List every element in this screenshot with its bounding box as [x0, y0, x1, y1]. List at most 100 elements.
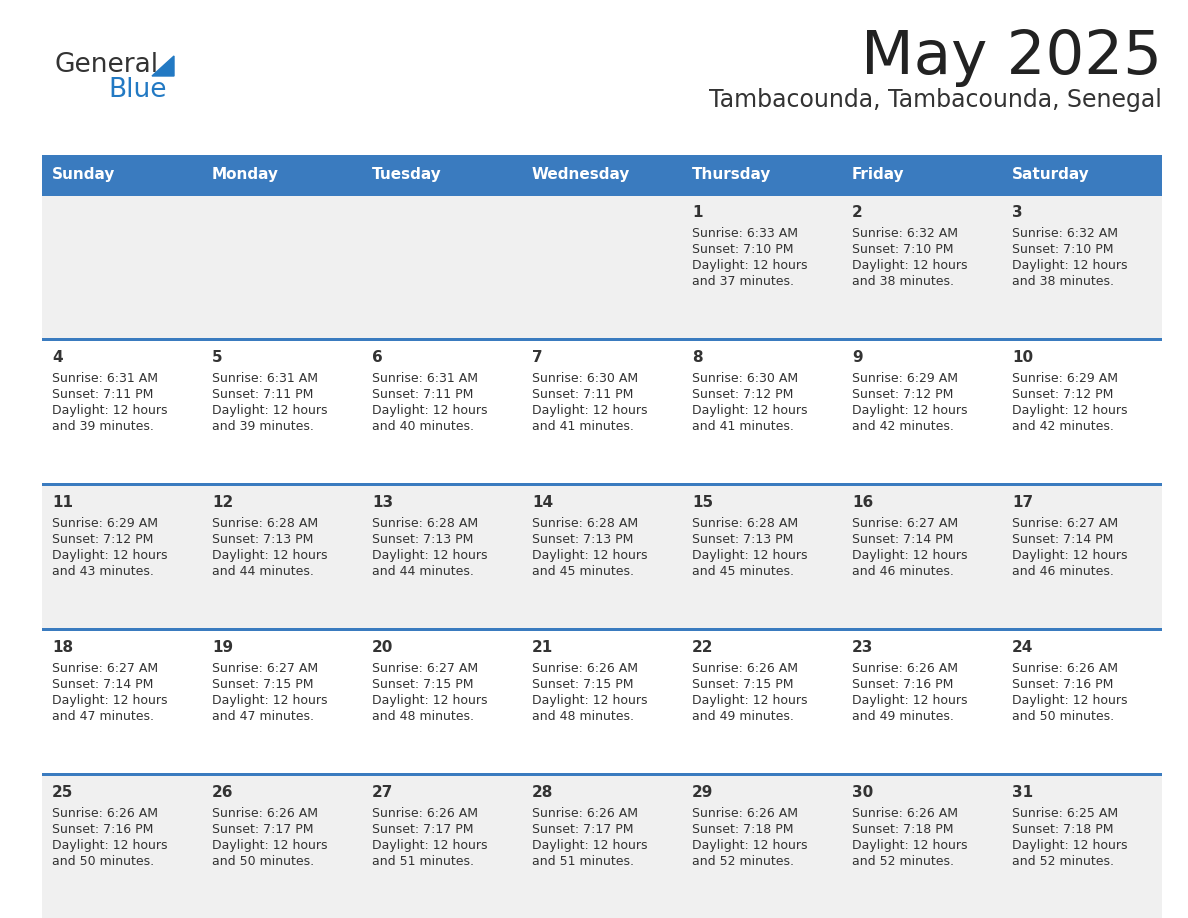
Text: Blue: Blue — [108, 77, 166, 103]
Text: Sunrise: 6:32 AM: Sunrise: 6:32 AM — [852, 227, 958, 240]
Text: 5: 5 — [211, 350, 222, 365]
Text: 28: 28 — [532, 785, 554, 800]
Text: Daylight: 12 hours: Daylight: 12 hours — [52, 404, 168, 417]
Text: and 49 minutes.: and 49 minutes. — [691, 710, 794, 723]
Text: Daylight: 12 hours: Daylight: 12 hours — [691, 259, 808, 272]
Text: and 39 minutes.: and 39 minutes. — [211, 420, 314, 433]
Text: Sunrise: 6:26 AM: Sunrise: 6:26 AM — [372, 807, 478, 820]
Bar — [42, 776, 202, 918]
Text: and 41 minutes.: and 41 minutes. — [532, 420, 634, 433]
Text: Monday: Monday — [211, 166, 279, 182]
Bar — [42, 773, 1162, 776]
Bar — [1001, 341, 1162, 483]
Text: Sunrise: 6:26 AM: Sunrise: 6:26 AM — [1012, 662, 1118, 675]
Text: Daylight: 12 hours: Daylight: 12 hours — [1012, 549, 1127, 562]
Text: Daylight: 12 hours: Daylight: 12 hours — [691, 694, 808, 707]
Text: 30: 30 — [852, 785, 873, 800]
Bar — [842, 155, 1001, 193]
Bar — [682, 631, 842, 773]
Text: 15: 15 — [691, 495, 713, 510]
Text: and 43 minutes.: and 43 minutes. — [52, 565, 154, 578]
Text: Sunrise: 6:27 AM: Sunrise: 6:27 AM — [852, 517, 959, 530]
Text: Sunrise: 6:28 AM: Sunrise: 6:28 AM — [532, 517, 638, 530]
Text: Daylight: 12 hours: Daylight: 12 hours — [211, 694, 328, 707]
Text: Sunset: 7:10 PM: Sunset: 7:10 PM — [852, 243, 954, 256]
Text: 26: 26 — [211, 785, 234, 800]
Text: and 39 minutes.: and 39 minutes. — [52, 420, 154, 433]
Text: Sunrise: 6:26 AM: Sunrise: 6:26 AM — [532, 662, 638, 675]
Text: Sunset: 7:12 PM: Sunset: 7:12 PM — [1012, 388, 1113, 401]
Text: Daylight: 12 hours: Daylight: 12 hours — [532, 694, 647, 707]
Bar — [682, 486, 842, 628]
Text: Sunset: 7:10 PM: Sunset: 7:10 PM — [691, 243, 794, 256]
Text: 13: 13 — [372, 495, 393, 510]
Text: and 48 minutes.: and 48 minutes. — [372, 710, 474, 723]
Bar — [202, 631, 362, 773]
Text: Daylight: 12 hours: Daylight: 12 hours — [691, 404, 808, 417]
Text: Daylight: 12 hours: Daylight: 12 hours — [532, 549, 647, 562]
Bar — [522, 776, 682, 918]
Text: Sunrise: 6:30 AM: Sunrise: 6:30 AM — [532, 372, 638, 385]
Bar — [1001, 196, 1162, 338]
Text: Friday: Friday — [852, 166, 904, 182]
Text: 10: 10 — [1012, 350, 1034, 365]
Text: Daylight: 12 hours: Daylight: 12 hours — [372, 839, 487, 852]
Text: 4: 4 — [52, 350, 63, 365]
Text: Sunrise: 6:33 AM: Sunrise: 6:33 AM — [691, 227, 798, 240]
Text: Daylight: 12 hours: Daylight: 12 hours — [1012, 839, 1127, 852]
Text: Sunrise: 6:28 AM: Sunrise: 6:28 AM — [372, 517, 478, 530]
Text: and 47 minutes.: and 47 minutes. — [211, 710, 314, 723]
Bar — [682, 155, 842, 193]
Bar — [362, 196, 522, 338]
Text: and 40 minutes.: and 40 minutes. — [372, 420, 474, 433]
Text: Daylight: 12 hours: Daylight: 12 hours — [691, 549, 808, 562]
Bar — [42, 341, 202, 483]
Text: 31: 31 — [1012, 785, 1034, 800]
Text: Sunrise: 6:27 AM: Sunrise: 6:27 AM — [1012, 517, 1118, 530]
Text: and 42 minutes.: and 42 minutes. — [1012, 420, 1114, 433]
Text: Sunrise: 6:29 AM: Sunrise: 6:29 AM — [52, 517, 158, 530]
Text: Wednesday: Wednesday — [532, 166, 631, 182]
Text: Sunrise: 6:29 AM: Sunrise: 6:29 AM — [1012, 372, 1118, 385]
Text: and 45 minutes.: and 45 minutes. — [532, 565, 634, 578]
Text: Daylight: 12 hours: Daylight: 12 hours — [852, 839, 967, 852]
Text: Sunset: 7:12 PM: Sunset: 7:12 PM — [691, 388, 794, 401]
Text: Daylight: 12 hours: Daylight: 12 hours — [1012, 694, 1127, 707]
Bar — [202, 486, 362, 628]
Text: 17: 17 — [1012, 495, 1034, 510]
Text: Sunrise: 6:26 AM: Sunrise: 6:26 AM — [852, 662, 958, 675]
Bar — [42, 628, 1162, 631]
Text: Sunrise: 6:26 AM: Sunrise: 6:26 AM — [852, 807, 958, 820]
Text: and 38 minutes.: and 38 minutes. — [1012, 275, 1114, 288]
Text: Sunrise: 6:28 AM: Sunrise: 6:28 AM — [211, 517, 318, 530]
Bar — [1001, 486, 1162, 628]
Text: and 50 minutes.: and 50 minutes. — [211, 855, 314, 868]
Text: Sunrise: 6:30 AM: Sunrise: 6:30 AM — [691, 372, 798, 385]
Text: 19: 19 — [211, 640, 233, 655]
Text: Sunset: 7:12 PM: Sunset: 7:12 PM — [852, 388, 954, 401]
Text: Sunset: 7:16 PM: Sunset: 7:16 PM — [52, 823, 153, 836]
Text: Sunset: 7:17 PM: Sunset: 7:17 PM — [532, 823, 633, 836]
Text: and 45 minutes.: and 45 minutes. — [691, 565, 794, 578]
Text: 9: 9 — [852, 350, 862, 365]
Text: Daylight: 12 hours: Daylight: 12 hours — [852, 549, 967, 562]
Text: Sunset: 7:13 PM: Sunset: 7:13 PM — [691, 533, 794, 546]
Text: Sunrise: 6:26 AM: Sunrise: 6:26 AM — [211, 807, 318, 820]
Text: and 42 minutes.: and 42 minutes. — [852, 420, 954, 433]
Text: Tambacounda, Tambacounda, Senegal: Tambacounda, Tambacounda, Senegal — [709, 88, 1162, 112]
Bar — [362, 631, 522, 773]
Text: Sunset: 7:18 PM: Sunset: 7:18 PM — [852, 823, 954, 836]
Text: Sunrise: 6:29 AM: Sunrise: 6:29 AM — [852, 372, 958, 385]
Text: Sunset: 7:15 PM: Sunset: 7:15 PM — [532, 678, 633, 691]
Text: and 41 minutes.: and 41 minutes. — [691, 420, 794, 433]
Text: Daylight: 12 hours: Daylight: 12 hours — [372, 404, 487, 417]
Text: 14: 14 — [532, 495, 554, 510]
Text: Daylight: 12 hours: Daylight: 12 hours — [372, 694, 487, 707]
Bar — [362, 155, 522, 193]
Bar — [522, 341, 682, 483]
Text: Daylight: 12 hours: Daylight: 12 hours — [211, 549, 328, 562]
Text: and 48 minutes.: and 48 minutes. — [532, 710, 634, 723]
Bar — [682, 776, 842, 918]
Text: Sunday: Sunday — [52, 166, 115, 182]
Text: Daylight: 12 hours: Daylight: 12 hours — [691, 839, 808, 852]
